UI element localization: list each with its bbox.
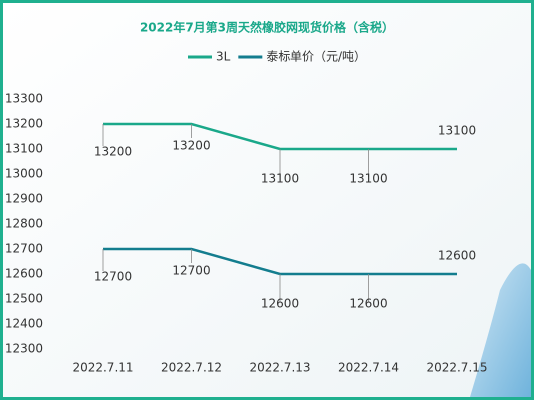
x-tick-label: 2022.7.11: [72, 361, 133, 375]
y-tick-label: 12800: [5, 217, 43, 231]
chart-title: 2022年7月第3周天然橡胶网现货价格（含税）: [140, 20, 394, 35]
x-tick-label: 2022.7.13: [249, 361, 310, 375]
data-label: 12700: [172, 264, 210, 278]
decoration: [470, 263, 531, 397]
y-tick-label: 13300: [5, 92, 43, 106]
data-label: 13100: [438, 124, 476, 138]
x-tick-label: 2022.7.14: [338, 361, 399, 375]
data-label: 12600: [261, 297, 299, 311]
data-label: 13200: [94, 145, 132, 159]
data-label: 13100: [261, 172, 299, 186]
y-tick-label: 12700: [5, 242, 43, 256]
y-tick-label: 13000: [5, 167, 43, 181]
x-tick-label: 2022.7.12: [161, 361, 222, 375]
background: [3, 3, 531, 397]
y-axis-label: 单价（元/吨）: [290, 50, 366, 64]
y-tick-label: 12900: [5, 192, 43, 206]
y-tick-label: 12600: [5, 267, 43, 281]
y-tick-label: 13200: [5, 117, 43, 131]
data-label: 12700: [94, 270, 132, 284]
y-tick-label: 13100: [5, 142, 43, 156]
y-tick-label: 12400: [5, 317, 43, 331]
data-label: 12600: [349, 297, 387, 311]
y-tick-label: 12500: [5, 292, 43, 306]
legend-label: 3L: [216, 50, 231, 64]
y-tick-label: 12300: [5, 342, 43, 356]
data-label: 13200: [172, 139, 210, 153]
data-label: 13100: [349, 172, 387, 186]
data-label: 12600: [438, 249, 476, 263]
legend-label: 泰标: [266, 50, 290, 64]
x-tick-label: 2022.7.15: [426, 361, 487, 375]
